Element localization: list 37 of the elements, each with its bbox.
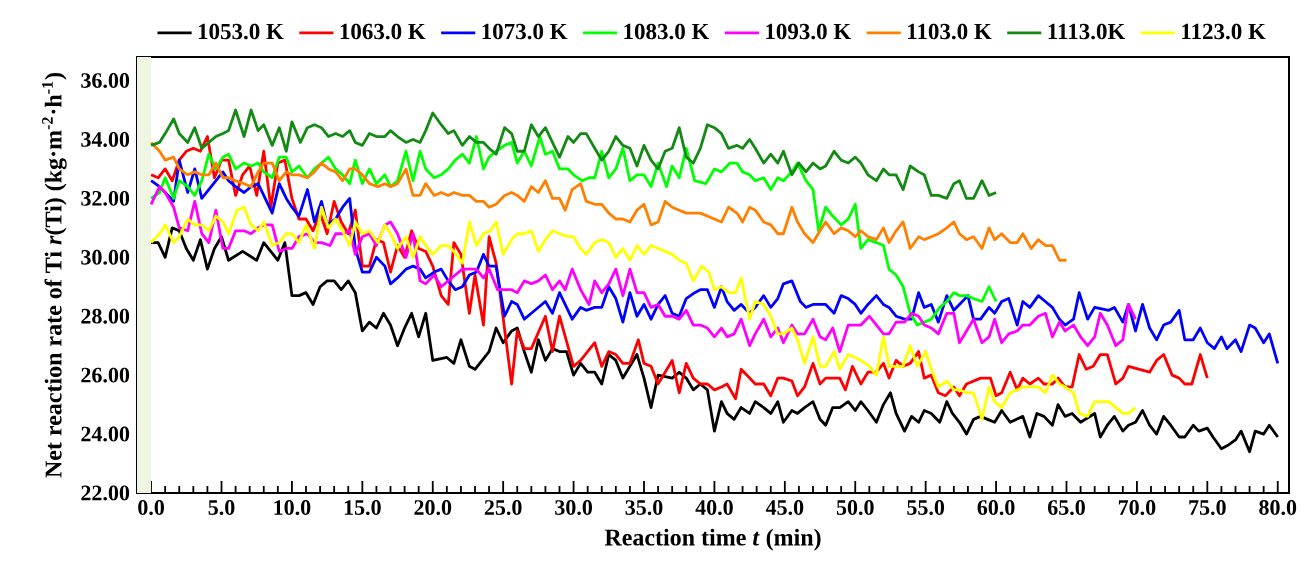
y-tick-label: 36.00 xyxy=(81,73,130,89)
line-series xyxy=(149,135,998,327)
x-tick-label: 65.0 xyxy=(1048,500,1085,515)
y-tick-label: 26.00 xyxy=(81,367,130,383)
legend-label: 1103.0 K xyxy=(908,23,992,40)
x-tick-label: 80.0 xyxy=(1259,500,1297,515)
y-tick-label: 32.00 xyxy=(81,190,130,206)
x-tick-label: 25.0 xyxy=(484,500,522,515)
legend-label: 1123.0 K xyxy=(1182,23,1266,40)
y-tick-label: 22.00 xyxy=(81,485,130,501)
legend-label: 1073.0 K xyxy=(482,23,568,40)
y-tick-label: 24.00 xyxy=(81,426,130,442)
x-tick-label: 10.0 xyxy=(274,500,311,515)
y-axis-title: Net reaction rate of Ti r(Ti) (kg·m$^{-2}$·h$^{-1}$) xyxy=(42,73,67,478)
x-tick-label: 75.0 xyxy=(1189,500,1226,515)
x-tick-label: 0.0 xyxy=(138,500,164,515)
x-tick-label: 70.0 xyxy=(1118,500,1156,515)
x-tick-label: 45.0 xyxy=(765,500,804,515)
x-tick-label: 15.0 xyxy=(344,500,381,515)
line-series xyxy=(149,226,1280,454)
x-tick-label: 30.0 xyxy=(555,500,592,515)
legend-label: 1053.0 K xyxy=(198,23,284,40)
x-tick-label: 20.0 xyxy=(414,500,452,515)
y-tick-label: 30.00 xyxy=(81,249,130,265)
x-tick-label: 40.0 xyxy=(695,500,733,515)
x-tick-label: 35.0 xyxy=(625,500,663,515)
x-tick-label: 50.0 xyxy=(836,500,874,515)
legend-label: 1093.0 K xyxy=(766,23,852,40)
legend-label: 1083.0 K xyxy=(624,23,710,40)
x-axis-title: Reaction time t (min) xyxy=(604,528,821,551)
y-tick-label: 34.00 xyxy=(81,132,130,147)
legend-label: 1063.0 K xyxy=(340,23,426,40)
x-tick-label: 60.0 xyxy=(977,500,1015,515)
x-tick-label: 55.0 xyxy=(907,500,945,515)
y-tick-label: 28.00 xyxy=(81,308,130,324)
x-tick-label: 5.0 xyxy=(208,500,235,515)
legend-label: 1113.0K xyxy=(1048,23,1126,40)
